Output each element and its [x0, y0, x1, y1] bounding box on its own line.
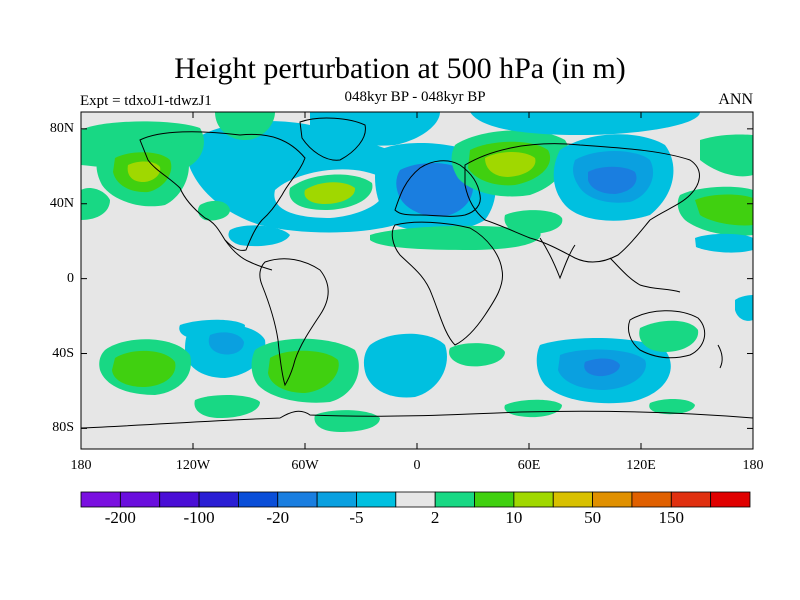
colorbar-swatch — [474, 491, 515, 508]
colorbar-swatch — [513, 491, 554, 508]
colorbar-swatch — [592, 491, 633, 508]
field-region-east-pacific-bright — [695, 194, 753, 226]
coastline-south-america — [259, 258, 329, 387]
axis-ticks — [80, 112, 754, 449]
colorbar-tick-label: -200 — [104, 508, 136, 527]
field-region-southern-green-small — [449, 343, 505, 367]
field-region-arctic-green-1 — [215, 112, 275, 140]
coastline-central-america — [224, 239, 273, 271]
lon-tick-label: 60W — [291, 458, 319, 473]
colorbar-swatch — [80, 491, 121, 508]
lon-tick-label: 180 — [70, 458, 92, 473]
colorbar-swatch — [277, 491, 318, 508]
lon-tick-label: 180 — [742, 458, 764, 473]
field-region-north-pacific-deep — [588, 166, 637, 194]
field-region-arctic-blue-2 — [470, 112, 700, 135]
colorbar-swatch — [552, 491, 593, 508]
colorbar-tick-label: -5 — [349, 508, 364, 527]
coastline-africa — [391, 221, 504, 346]
colorbar — [80, 491, 751, 508]
field-region-south-pacific-bright — [112, 350, 176, 387]
lat-tick-label: 0 — [67, 270, 74, 286]
coastline-greenland — [299, 117, 366, 161]
lon-tick-label: 120W — [175, 458, 211, 473]
experiment-label: Expt = tdxoJ1-tdwzJ1 — [80, 93, 212, 109]
field-region-europe-deep — [396, 163, 474, 217]
field-region-antarctic-green-4 — [649, 399, 695, 415]
field-region-siberia-high — [485, 152, 536, 177]
lat-tick-label: 80S — [52, 420, 74, 436]
lon-tick-label: 0 — [413, 458, 421, 473]
coastline-north-america — [139, 131, 306, 251]
field-region-antarctic-green-1 — [194, 394, 260, 418]
lat-tick-label: 40S — [52, 345, 74, 361]
field-region-australia-green — [639, 320, 699, 352]
lon-tick-label: 120E — [626, 458, 656, 473]
colorbar-tick-label: 2 — [430, 508, 440, 527]
coastline-asia — [464, 143, 700, 263]
field-region-tropical-pacific-cyan — [695, 233, 753, 253]
coastline-antarctica — [81, 410, 753, 429]
field-region-arabia-green — [370, 225, 541, 250]
colorbar-tick-label: 50 — [584, 508, 602, 527]
field-region-gulf-green — [197, 200, 230, 221]
plot-subtitle: 048kyr BP - 048kyr BP — [344, 89, 486, 105]
field-region-arctic-blue-1 — [310, 112, 440, 146]
colorbar-swatch — [395, 491, 436, 508]
season-label: ANN — [718, 91, 753, 108]
colorbar-tick-label: 10 — [505, 508, 523, 527]
field-region-west-pacific-high — [127, 161, 161, 182]
field-region-south-atlantic-bright — [268, 350, 339, 393]
lon-tick-label: 60E — [517, 458, 541, 473]
colorbar-swatch — [710, 491, 751, 508]
colorbar-swatch — [159, 491, 200, 508]
field-region-left-edge-green — [81, 188, 110, 220]
colorbar-swatch — [631, 491, 672, 508]
coastlines — [81, 117, 753, 429]
field-region-caribbean-cyan — [228, 225, 290, 247]
field-region-north-atlantic-high — [304, 182, 356, 204]
colorbar-tick-label: 150 — [658, 508, 685, 527]
lat-tick-label: 80N — [49, 120, 74, 136]
colorbar-swatch — [670, 491, 712, 508]
colorbar-swatch — [198, 491, 239, 508]
field-region-india-green — [504, 210, 563, 234]
field-region-antarctic-green-3 — [504, 399, 562, 418]
coastline-australia — [627, 310, 706, 359]
field-region-south-pacific-blue — [208, 332, 244, 355]
field-region-southern-cyan-edge — [735, 295, 753, 321]
colorbar-swatch — [119, 491, 161, 508]
lat-tick-label: 40N — [49, 195, 74, 211]
field-region-arctic-green-3 — [700, 134, 753, 177]
colorbar-swatch — [316, 491, 357, 508]
plot-title: Height perturbation at 500 hPa (in m) — [174, 52, 626, 85]
coastline-india — [539, 237, 576, 280]
colorbar-swatch — [238, 491, 279, 508]
field-region-indian-ocean-deep — [584, 358, 620, 377]
colorbar-swatch — [434, 491, 475, 508]
coastline-europe — [394, 160, 481, 217]
coastline-southeast-asia — [609, 257, 681, 293]
colorbar-swatch — [356, 491, 397, 508]
map-field — [81, 112, 753, 449]
colorbar-tick-label: -100 — [183, 508, 215, 527]
coastline-new-zealand — [717, 344, 723, 369]
colorbar-tick-label: -20 — [266, 508, 290, 527]
field-region-south-atlantic-cyan — [363, 333, 447, 398]
